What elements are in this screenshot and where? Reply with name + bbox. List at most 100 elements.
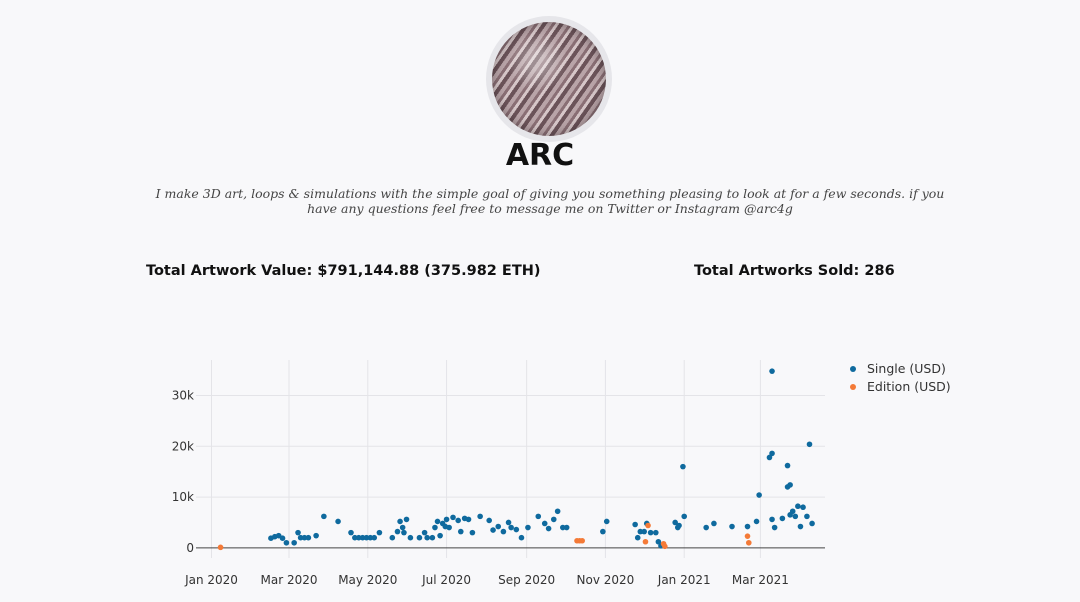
data-point[interactable] <box>711 520 717 527</box>
data-point[interactable] <box>756 492 762 498</box>
data-point[interactable] <box>389 534 396 541</box>
data-point[interactable] <box>465 516 472 523</box>
data-point[interactable] <box>397 518 403 525</box>
data-point[interactable] <box>797 523 804 530</box>
data-point[interactable] <box>352 534 358 541</box>
data-point[interactable] <box>394 528 401 535</box>
data-point[interactable] <box>399 524 406 531</box>
data-point[interactable] <box>407 534 414 541</box>
data-point[interactable] <box>403 516 410 523</box>
data-point[interactable] <box>469 529 476 536</box>
data-point[interactable] <box>779 515 786 522</box>
data-point[interactable] <box>804 513 810 520</box>
data-point[interactable] <box>505 519 512 526</box>
data-point[interactable] <box>421 529 428 536</box>
data-point[interactable] <box>518 534 525 541</box>
data-point[interactable] <box>579 537 585 544</box>
data-point[interactable] <box>769 516 775 523</box>
data-point[interactable] <box>645 522 651 529</box>
data-point[interactable] <box>446 524 452 531</box>
data-point[interactable] <box>495 523 502 530</box>
data-point[interactable] <box>305 534 312 541</box>
data-point[interactable] <box>703 524 709 531</box>
data-point[interactable] <box>455 517 461 524</box>
data-point[interactable] <box>554 508 561 515</box>
data-point[interactable] <box>729 523 735 530</box>
data-point[interactable] <box>744 523 751 530</box>
data-point[interactable] <box>429 534 436 541</box>
data-point[interactable] <box>437 532 443 539</box>
data-point[interactable] <box>434 518 441 525</box>
data-point[interactable] <box>443 516 450 523</box>
data-point[interactable] <box>550 516 557 523</box>
data-point[interactable] <box>680 463 686 470</box>
data-point[interactable] <box>367 534 374 541</box>
data-point[interactable] <box>681 513 688 520</box>
data-point[interactable] <box>500 528 507 535</box>
legend-entry[interactable]: Edition (USD) <box>867 379 951 394</box>
data-point[interactable] <box>371 534 378 541</box>
data-point[interactable] <box>486 517 492 524</box>
data-point[interactable] <box>525 524 531 531</box>
data-point[interactable] <box>806 441 813 448</box>
data-point[interactable] <box>297 534 304 541</box>
data-point[interactable] <box>508 524 514 531</box>
data-point[interactable] <box>634 534 641 541</box>
data-point[interactable] <box>279 535 286 541</box>
data-point[interactable] <box>301 534 308 541</box>
data-point[interactable] <box>416 534 423 541</box>
data-point[interactable] <box>359 534 366 541</box>
data-point[interactable] <box>769 450 775 457</box>
data-point[interactable] <box>295 529 301 536</box>
data-point[interactable] <box>753 518 760 525</box>
data-point[interactable] <box>787 482 793 488</box>
data-point[interactable] <box>363 534 370 541</box>
data-point[interactable] <box>769 368 775 374</box>
data-point[interactable] <box>376 529 383 536</box>
data-point[interactable] <box>653 529 659 536</box>
data-point[interactable] <box>490 527 496 533</box>
data-point[interactable] <box>450 514 456 521</box>
data-point[interactable] <box>560 524 566 531</box>
data-point[interactable] <box>745 539 752 546</box>
data-point[interactable] <box>795 503 801 510</box>
data-point[interactable] <box>401 529 407 536</box>
data-point[interactable] <box>424 534 430 541</box>
legend-entry[interactable]: Single (USD) <box>867 361 946 376</box>
data-point[interactable] <box>784 462 791 469</box>
data-point[interactable] <box>789 508 796 515</box>
data-point[interactable] <box>541 520 548 527</box>
data-point[interactable] <box>600 528 606 535</box>
data-point[interactable] <box>513 526 520 533</box>
data-point[interactable] <box>676 522 682 529</box>
data-point[interactable] <box>291 539 297 546</box>
data-point[interactable] <box>662 543 668 550</box>
data-point[interactable] <box>217 544 224 551</box>
data-point[interactable] <box>744 533 751 539</box>
data-point[interactable] <box>642 538 649 545</box>
data-point[interactable] <box>655 538 662 545</box>
data-point[interactable] <box>771 524 778 531</box>
data-point[interactable] <box>313 532 319 539</box>
data-point[interactable] <box>766 454 773 461</box>
data-point[interactable] <box>457 528 464 535</box>
data-point[interactable] <box>535 513 542 520</box>
data-point[interactable] <box>321 513 327 520</box>
data-point[interactable] <box>348 529 354 536</box>
data-point[interactable] <box>563 524 570 531</box>
data-point[interactable] <box>545 525 552 532</box>
data-point[interactable] <box>641 528 647 535</box>
data-point[interactable] <box>809 520 815 527</box>
data-point[interactable] <box>603 518 610 525</box>
data-point[interactable] <box>632 521 638 528</box>
data-point[interactable] <box>792 513 799 520</box>
data-point[interactable] <box>647 529 654 536</box>
data-point[interactable] <box>355 534 362 541</box>
data-point[interactable] <box>283 539 290 546</box>
data-point[interactable] <box>432 524 438 531</box>
data-point[interactable] <box>335 518 341 525</box>
data-point[interactable] <box>800 504 806 511</box>
data-point[interactable] <box>477 513 483 520</box>
data-point[interactable] <box>637 528 644 535</box>
data-point[interactable] <box>672 519 678 526</box>
